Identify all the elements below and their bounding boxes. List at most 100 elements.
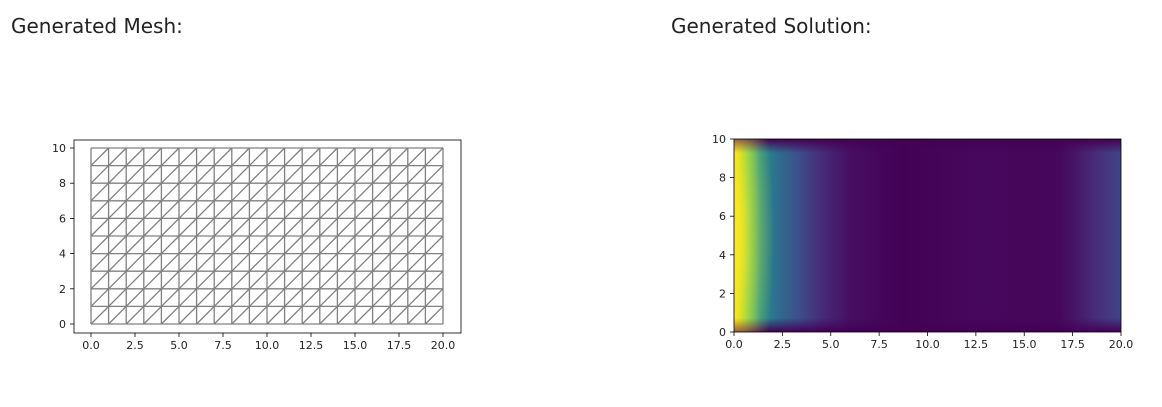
mesh-diagonal-edge — [389, 200, 409, 219]
mesh-x-tick-label: 2.5 — [126, 339, 144, 352]
mesh-diagonal-edge — [354, 270, 374, 290]
mesh-diagonal-edge — [424, 305, 444, 325]
mesh-diagonal-edge — [372, 147, 391, 167]
mesh-diagonal-edge — [389, 182, 409, 202]
mesh-diagonal-edge — [178, 147, 198, 167]
mesh-diagonal-edge — [319, 217, 338, 237]
mesh-diagonal-edge — [160, 270, 180, 290]
mesh-diagonal-edge — [108, 253, 127, 272]
mesh-x-tick-label: 7.5 — [214, 339, 232, 352]
mesh-diagonal-edge — [231, 147, 250, 167]
mesh-diagonal-edge — [125, 253, 145, 272]
solution-plot: 0.0 2.5 5.0 7.5 10.0 12.5 15.0 17.5 20.0 0 2 4 6 8 10 — [712, 133, 1133, 351]
mesh-diagonal-edge — [213, 217, 233, 237]
mesh-diagonal-edge — [284, 200, 303, 219]
mesh-y-axis: 0 2 4 6 8 10 — [52, 142, 74, 331]
mesh-diagonal-edge — [301, 270, 321, 290]
solution-y-tick-label: 10 — [712, 133, 726, 146]
mesh-diagonal-edge — [231, 217, 250, 237]
mesh-y-tick-label: 10 — [52, 142, 66, 155]
mesh-diagonal-edge — [354, 147, 374, 167]
mesh-diagonal-edge — [90, 182, 110, 202]
mesh-diagonal-edge — [90, 288, 110, 307]
mesh-x-tick-label: 20.0 — [431, 339, 456, 352]
mesh-diagonal-edge — [125, 200, 145, 219]
mesh-diagonal-edge — [389, 217, 409, 237]
mesh-diagonal-edge — [319, 305, 338, 325]
mesh-diagonal-edge — [372, 288, 391, 307]
mesh-diagonal-edge — [354, 288, 374, 307]
mesh-diagonal-edge — [108, 147, 127, 167]
mesh-diagonal-edge — [231, 253, 250, 272]
mesh-diagonal-edge — [143, 305, 162, 325]
mesh-diagonal-edge — [178, 270, 198, 290]
mesh-diagonal-edge — [319, 270, 338, 290]
solution-x-tick-label: 5.0 — [822, 338, 840, 351]
mesh-diagonal-edge — [125, 270, 145, 290]
solution-x-axis: 0.0 2.5 5.0 7.5 10.0 12.5 15.0 17.5 20.0 — [725, 332, 1133, 351]
mesh-diagonal-edge — [213, 165, 233, 184]
mesh-diagonal-edge — [90, 147, 110, 167]
mesh-diagonal-edge — [248, 253, 268, 272]
mesh-diagonal-edge — [389, 235, 409, 255]
mesh-diagonal-edge — [319, 165, 338, 184]
mesh-x-tick-label: 17.5 — [387, 339, 412, 352]
mesh-diagonal-edge — [160, 165, 180, 184]
mesh-diagonal-edge — [125, 235, 145, 255]
mesh-diagonal-edge — [196, 270, 215, 290]
mesh-diagonal-edge — [284, 182, 303, 202]
mesh-diagonal-edge — [266, 253, 286, 272]
mesh-diagonal-edge — [143, 165, 162, 184]
mesh-diagonal-edge — [160, 182, 180, 202]
mesh-diagonal-edge — [196, 253, 215, 272]
mesh-diagonal-edge — [319, 182, 338, 202]
mesh-diagonal-edge — [248, 305, 268, 325]
mesh-diagonal-edge — [213, 305, 233, 325]
mesh-diagonal-edge — [354, 165, 374, 184]
mesh-diagonal-edge — [108, 217, 127, 237]
mesh-diagonal-edge — [372, 165, 391, 184]
mesh-diagonal-edge — [143, 217, 162, 237]
mesh-diagonal-edge — [213, 182, 233, 202]
mesh-diagonal-edge — [196, 235, 215, 255]
mesh-panel-title: Generated Mesh: — [11, 14, 183, 38]
mesh-diagonal-edge — [336, 288, 356, 307]
mesh-diagonal-edge — [231, 305, 250, 325]
mesh-diagonal-edge — [284, 217, 303, 237]
mesh-diagonal-edge — [125, 182, 145, 202]
mesh-diagonal-edge — [196, 288, 215, 307]
mesh-diagonal-edge — [389, 288, 409, 307]
mesh-diagonal-edge — [336, 165, 356, 184]
mesh-diagonal-edge — [143, 253, 162, 272]
mesh-diagonal-edge — [336, 200, 356, 219]
mesh-diagonal-edge — [90, 305, 110, 325]
mesh-diagonal-edge — [372, 235, 391, 255]
mesh-diagonal-edge — [160, 305, 180, 325]
mesh-diagonal-edge — [178, 200, 198, 219]
mesh-y-tick-label: 2 — [59, 283, 66, 296]
mesh-diagonal-edge — [248, 288, 268, 307]
mesh-diagonal-edge — [336, 305, 356, 325]
mesh-diagonal-edge — [90, 217, 110, 237]
mesh-diagonal-edge — [143, 147, 162, 167]
mesh-diagonal-edge — [178, 235, 198, 255]
mesh-diagonal-edge — [108, 270, 127, 290]
mesh-diagonal-edge — [248, 235, 268, 255]
mesh-diagonal-edge — [248, 182, 268, 202]
solution-x-tick-label: 2.5 — [774, 338, 792, 351]
mesh-diagonal-edge — [231, 235, 250, 255]
mesh-diagonal-edge — [90, 165, 110, 184]
mesh-diagonal-edge — [125, 217, 145, 237]
mesh-diagonal-edge — [266, 182, 286, 202]
mesh-grid — [90, 147, 444, 325]
mesh-diagonal-edge — [407, 147, 426, 167]
solution-x-tick-label: 15.0 — [1012, 338, 1037, 351]
mesh-diagonal-edge — [178, 288, 198, 307]
mesh-diagonal-edge — [319, 253, 338, 272]
mesh-x-tick-label: 0.0 — [82, 339, 100, 352]
mesh-diagonal-edge — [213, 253, 233, 272]
solution-x-tick-label: 20.0 — [1109, 338, 1134, 351]
mesh-diagonal-edge — [407, 165, 426, 184]
mesh-diagonal-edge — [389, 270, 409, 290]
